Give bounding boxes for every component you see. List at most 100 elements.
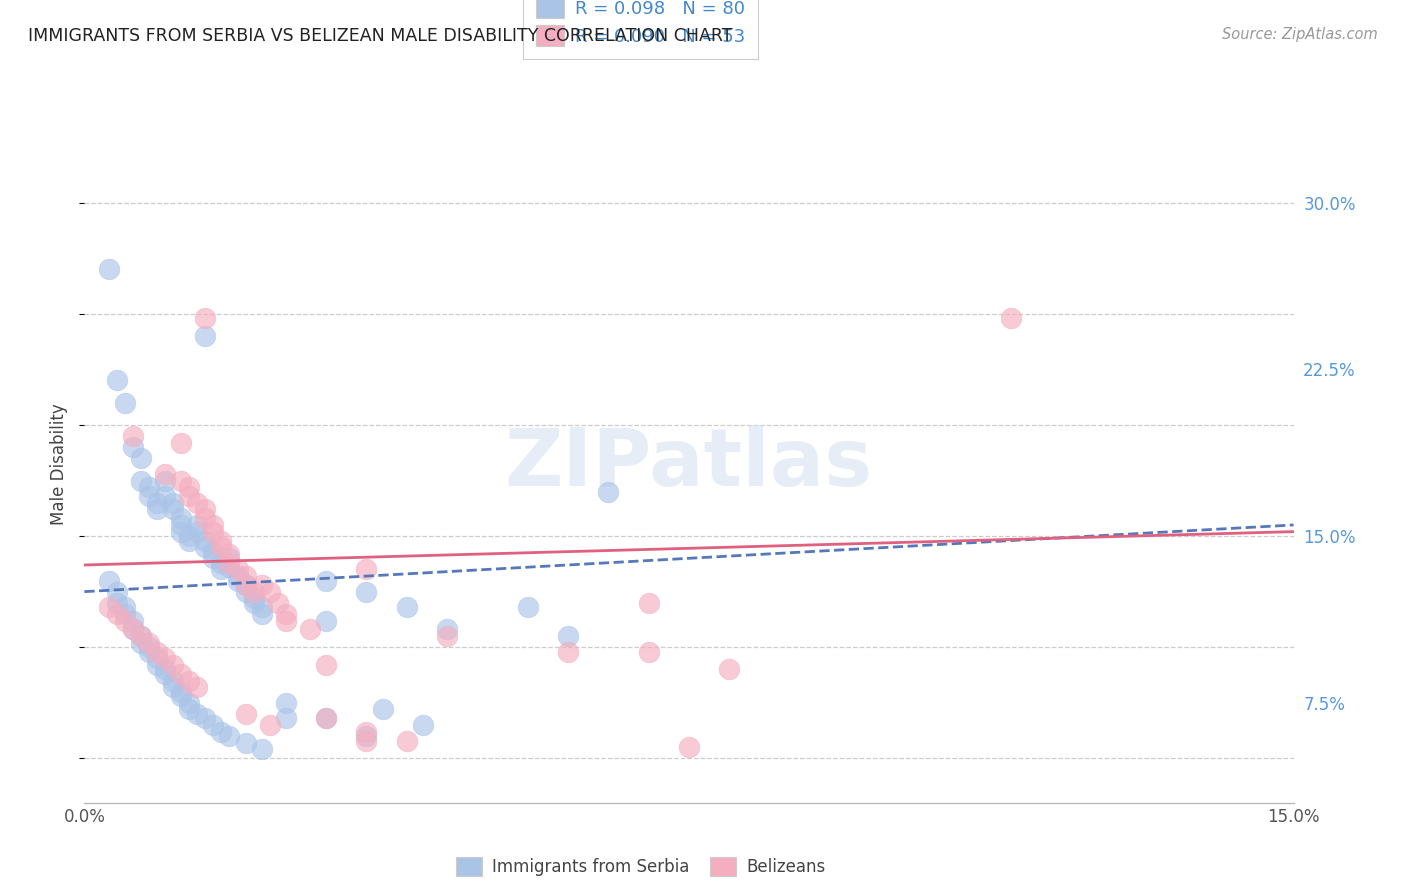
Point: [179, 533, 201, 548]
Text: Source: ZipAtlas.com: Source: ZipAtlas.com: [1222, 27, 1378, 42]
Point: [209, 533, 232, 548]
Point: [194, 329, 217, 343]
Point: [209, 724, 232, 739]
Point: [202, 551, 225, 566]
Point: [226, 569, 249, 583]
Point: [179, 673, 201, 688]
Point: [412, 718, 434, 732]
Point: [121, 429, 143, 443]
Point: [170, 666, 193, 681]
Point: [97, 574, 120, 588]
Point: [250, 600, 273, 615]
Point: [274, 711, 297, 725]
Point: [129, 474, 152, 488]
Point: [170, 435, 193, 450]
Point: [242, 596, 264, 610]
Point: [235, 569, 257, 583]
Point: [315, 574, 337, 588]
Point: [162, 680, 184, 694]
Point: [194, 711, 217, 725]
Point: [114, 607, 136, 621]
Point: [598, 484, 620, 499]
Point: [267, 596, 290, 610]
Point: [356, 562, 378, 576]
Point: [179, 489, 201, 503]
Point: [218, 556, 240, 570]
Point: [209, 556, 232, 570]
Point: [250, 607, 273, 621]
Point: [194, 533, 217, 548]
Point: [194, 311, 217, 326]
Point: [218, 551, 240, 566]
Point: [114, 614, 136, 628]
Point: [138, 640, 160, 655]
Point: [209, 562, 232, 576]
Point: [146, 502, 169, 516]
Point: [202, 518, 225, 533]
Point: [170, 518, 193, 533]
Point: [162, 673, 184, 688]
Point: [153, 489, 176, 503]
Point: [226, 562, 249, 576]
Text: IMMIGRANTS FROM SERBIA VS BELIZEAN MALE DISABILITY CORRELATION CHART: IMMIGRANTS FROM SERBIA VS BELIZEAN MALE …: [28, 27, 733, 45]
Point: [235, 584, 257, 599]
Point: [179, 702, 201, 716]
Point: [186, 496, 208, 510]
Point: [1000, 311, 1022, 326]
Point: [186, 680, 208, 694]
Point: [146, 651, 169, 665]
Point: [162, 496, 184, 510]
Point: [146, 496, 169, 510]
Point: [121, 440, 143, 454]
Point: [274, 614, 297, 628]
Point: [170, 474, 193, 488]
Point: [235, 706, 257, 721]
Point: [209, 540, 232, 554]
Point: [557, 629, 579, 643]
Point: [153, 662, 176, 676]
Point: [242, 584, 264, 599]
Point: [153, 651, 176, 665]
Point: [356, 733, 378, 747]
Point: [274, 607, 297, 621]
Point: [138, 480, 160, 494]
Point: [250, 742, 273, 756]
Point: [114, 395, 136, 409]
Point: [218, 560, 240, 574]
Point: [153, 474, 176, 488]
Point: [179, 480, 201, 494]
Point: [121, 623, 143, 637]
Point: [121, 614, 143, 628]
Point: [356, 584, 378, 599]
Point: [557, 645, 579, 659]
Point: [371, 702, 394, 716]
Point: [121, 623, 143, 637]
Point: [202, 524, 225, 539]
Point: [105, 607, 128, 621]
Point: [105, 596, 128, 610]
Point: [259, 718, 281, 732]
Point: [235, 578, 257, 592]
Text: ZIPatlas: ZIPatlas: [505, 425, 873, 503]
Point: [194, 502, 217, 516]
Point: [138, 489, 160, 503]
Point: [146, 645, 169, 659]
Point: [97, 600, 120, 615]
Point: [114, 600, 136, 615]
Point: [97, 262, 120, 277]
Point: [129, 636, 152, 650]
Point: [356, 724, 378, 739]
Point: [129, 451, 152, 466]
Point: [186, 706, 208, 721]
Point: [250, 578, 273, 592]
Point: [179, 529, 201, 543]
Point: [153, 666, 176, 681]
Point: [274, 696, 297, 710]
Point: [259, 584, 281, 599]
Point: [194, 540, 217, 554]
Point: [436, 629, 458, 643]
Point: [162, 658, 184, 673]
Point: [170, 684, 193, 698]
Point: [138, 636, 160, 650]
Point: [436, 623, 458, 637]
